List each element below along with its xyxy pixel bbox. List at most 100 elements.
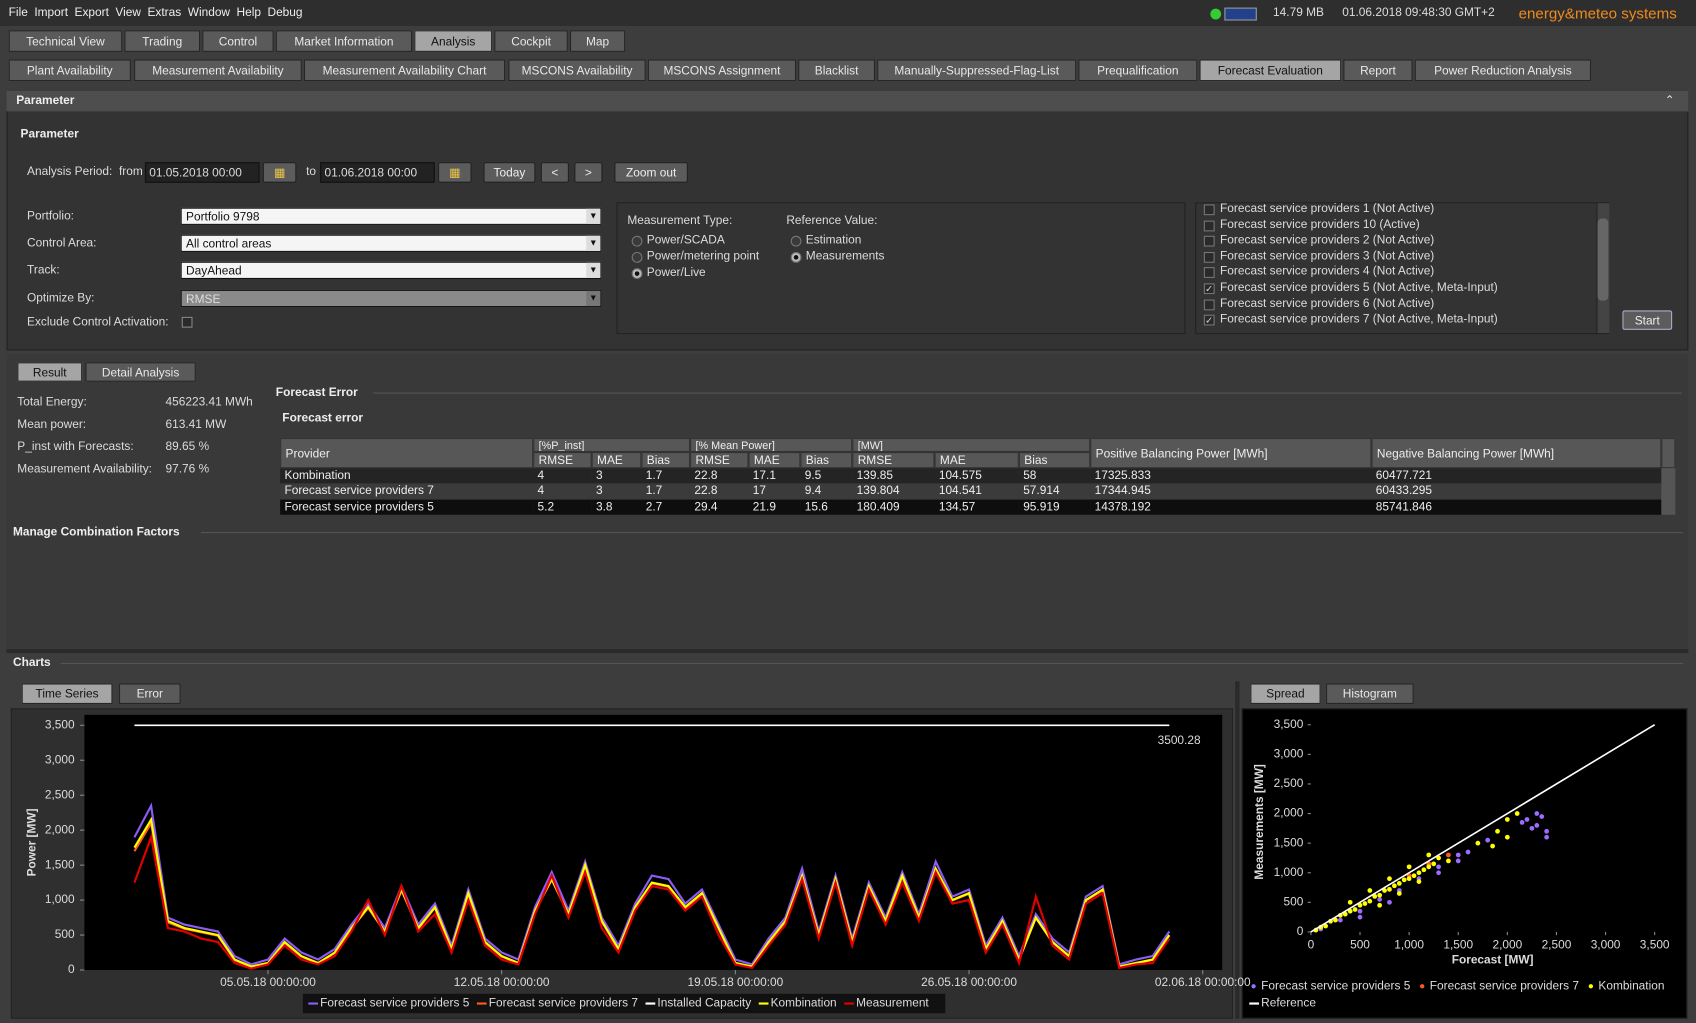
radio[interactable] [790, 251, 802, 263]
scatter-point [1524, 817, 1530, 822]
sub-tab[interactable]: Blacklist [798, 59, 876, 82]
table-cell: 17325.833 [1090, 468, 1372, 484]
main-tab[interactable]: Cockpit [494, 30, 568, 52]
scatter-point [1431, 861, 1437, 867]
dropdown-arrow[interactable]: ▼ [586, 290, 601, 307]
checkbox[interactable] [1203, 251, 1215, 263]
radio[interactable] [631, 235, 643, 247]
dropdown[interactable]: Portfolio 9798 [180, 207, 602, 225]
sub-tab[interactable]: Report [1343, 59, 1413, 82]
checkbox[interactable] [181, 316, 193, 328]
menu-item[interactable]: Help [236, 6, 261, 20]
parameter-title: Parameter [20, 127, 79, 141]
scatter-point [1337, 917, 1343, 923]
dropdown-arrow[interactable]: ▼ [586, 262, 601, 278]
vertical-splitter[interactable] [1235, 681, 1240, 1019]
scatter-point [1436, 870, 1441, 876]
sub-tab[interactable]: Plant Availability [8, 59, 131, 82]
main-tab[interactable]: Market Information [275, 30, 413, 52]
sub-tab[interactable]: MSCONS Assignment [647, 59, 797, 82]
dropdown[interactable]: DayAhead [180, 261, 602, 280]
period-button[interactable]: < [540, 162, 569, 183]
y-tick-label: 3,500 [1274, 717, 1304, 731]
from-label: from [118, 165, 143, 179]
x-tick-label: 3,000 [1591, 937, 1621, 951]
table-header-corner [1661, 437, 1676, 469]
table-cell: 1.7 [641, 483, 691, 500]
spread-panel [1241, 708, 1688, 1019]
legend-label: Reference [1261, 996, 1316, 1010]
from-field[interactable]: 01.05.2018 00:00 [144, 162, 260, 183]
dropdown[interactable]: RMSE [180, 289, 602, 308]
checkbox[interactable]: ✓ [1203, 283, 1215, 295]
sub-tab[interactable]: Power Reduction Analysis [1414, 59, 1592, 82]
table-header: Bias [641, 452, 691, 469]
sub-tab[interactable]: Measurement Availability Chart [303, 59, 506, 82]
menu-item[interactable]: Debug [267, 6, 303, 20]
menu-item[interactable]: Window [187, 6, 231, 20]
result-tab[interactable]: Detail Analysis [85, 362, 196, 382]
scatter-point [1426, 852, 1432, 858]
menu-item[interactable]: Export [74, 6, 109, 20]
sub-tab[interactable]: Forecast Evaluation [1199, 59, 1342, 82]
y-tick-label: 2,500 [1274, 776, 1304, 790]
calendar-button[interactable]: ▦ [438, 162, 472, 183]
radio[interactable] [790, 235, 802, 247]
chart-tab[interactable]: Time Series [21, 683, 113, 704]
menu-item[interactable]: File [8, 6, 28, 20]
calendar-button[interactable]: ▦ [262, 162, 297, 183]
legend-label: Forecast service providers 7 [489, 996, 638, 1010]
scatter-point [1504, 817, 1510, 822]
scatter-point [1534, 811, 1540, 816]
collapse-icon[interactable]: ⌃ [1664, 94, 1675, 108]
menu-item[interactable]: View [115, 6, 141, 20]
measurement-type-option: Power/SCADA [646, 233, 725, 247]
y-tick-label: 0 [68, 962, 75, 976]
table-cell: 95.919 [1018, 499, 1091, 515]
scatter-point [1426, 864, 1432, 870]
radio[interactable] [631, 251, 643, 263]
dropdown-arrow[interactable]: ▼ [586, 208, 601, 224]
legend-swatch [1251, 984, 1256, 989]
checkbox[interactable] [1203, 235, 1215, 247]
table-header: MAE [934, 452, 1019, 469]
provider-option: Forecast service providers 4 (Not Active… [1220, 265, 1435, 279]
measurement-type-option: Power/Live [646, 266, 706, 280]
to-field[interactable]: 01.06.2018 00:00 [320, 162, 435, 183]
period-button[interactable]: Zoom out [614, 162, 688, 183]
chart-tab[interactable]: Histogram [1326, 683, 1414, 704]
checkbox[interactable] [1203, 204, 1215, 216]
dropdown[interactable]: All control areas [180, 234, 602, 252]
menu-item[interactable]: Import [34, 6, 69, 20]
splitter[interactable] [6, 648, 1689, 654]
period-button[interactable]: > [574, 162, 603, 183]
scatter-point [1362, 901, 1368, 906]
checkbox[interactable] [1203, 267, 1215, 279]
sub-tab[interactable]: Measurement Availability [134, 59, 302, 82]
checkbox[interactable] [1203, 220, 1215, 231]
checkbox[interactable]: ✓ [1203, 314, 1215, 326]
main-tab[interactable]: Technical View [8, 30, 123, 52]
main-tab[interactable]: Trading [124, 30, 201, 52]
start-button[interactable]: Start [1622, 310, 1673, 330]
radio[interactable] [631, 268, 643, 280]
chart-tab[interactable]: Spread [1250, 683, 1321, 704]
checkbox[interactable] [1203, 299, 1215, 310]
sub-tab[interactable]: MSCONS Availability [508, 59, 646, 82]
x-tick-label: 02.06.18 00:00:00 [1155, 975, 1251, 989]
chart-tab[interactable]: Error [118, 683, 181, 704]
result-tab[interactable]: Result [17, 362, 83, 382]
sub-tab[interactable]: Manually-Suppressed-Flag-List [877, 59, 1077, 82]
main-tab[interactable]: Analysis [414, 30, 493, 52]
sub-tab[interactable]: Prequalification [1078, 59, 1198, 82]
main-tab[interactable]: Control [202, 30, 274, 52]
menu-item[interactable]: Extras [147, 6, 182, 20]
scatter-point [1514, 811, 1520, 816]
main-tab[interactable]: Map [570, 30, 626, 52]
period-button[interactable]: Today [483, 162, 536, 183]
series-line [133, 802, 1171, 966]
table-header: RMSE [533, 452, 592, 469]
scatter-point [1416, 879, 1422, 885]
table-cell: 17344.945 [1090, 483, 1372, 500]
dropdown-arrow[interactable]: ▼ [586, 235, 601, 251]
